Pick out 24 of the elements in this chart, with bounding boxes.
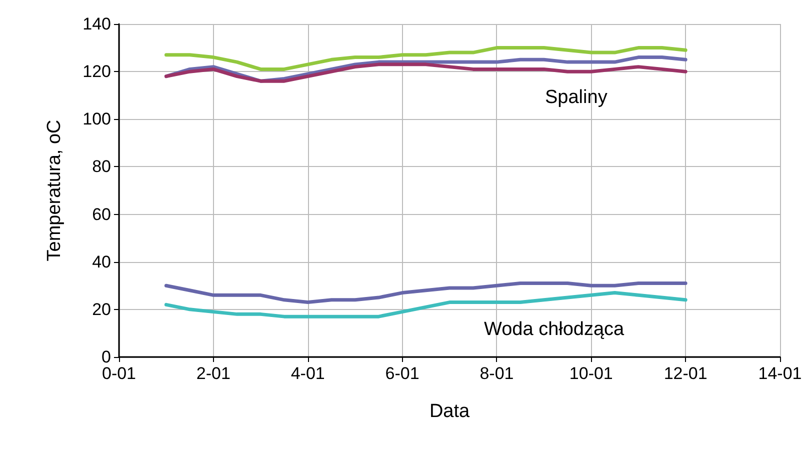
y-tick-label: 80 [92, 157, 111, 176]
x-tick-label: 2-01 [196, 364, 230, 383]
x-tick-label: 14-01 [758, 364, 802, 383]
x-tick-label: 8-01 [480, 364, 514, 383]
y-tick-label: 140 [82, 14, 111, 34]
y-tick-label: 20 [92, 300, 111, 319]
y-tick-label: 100 [82, 110, 111, 129]
x-tick-label: 12-01 [664, 364, 708, 383]
x-tick-label: 0-01 [102, 364, 136, 383]
annotation: Woda chłodząca [484, 319, 625, 340]
y-axis-title: Temperatura, oC [44, 120, 65, 262]
y-tick-label: 120 [82, 62, 111, 82]
line-series [164, 62, 688, 83]
annotation: Spaliny [545, 87, 608, 108]
line-series [164, 46, 688, 71]
x-tick-label: 10-01 [569, 364, 613, 383]
y-tick-label: 40 [92, 252, 111, 272]
y-tick-label: 60 [92, 204, 111, 224]
line-series [164, 291, 688, 318]
x-axis-title: Data [429, 401, 470, 422]
line-series [164, 282, 688, 304]
x-tick-label: 4-01 [290, 364, 325, 383]
x-tick-label: 6-01 [385, 364, 420, 383]
y-tick-label: 0 [102, 348, 111, 366]
